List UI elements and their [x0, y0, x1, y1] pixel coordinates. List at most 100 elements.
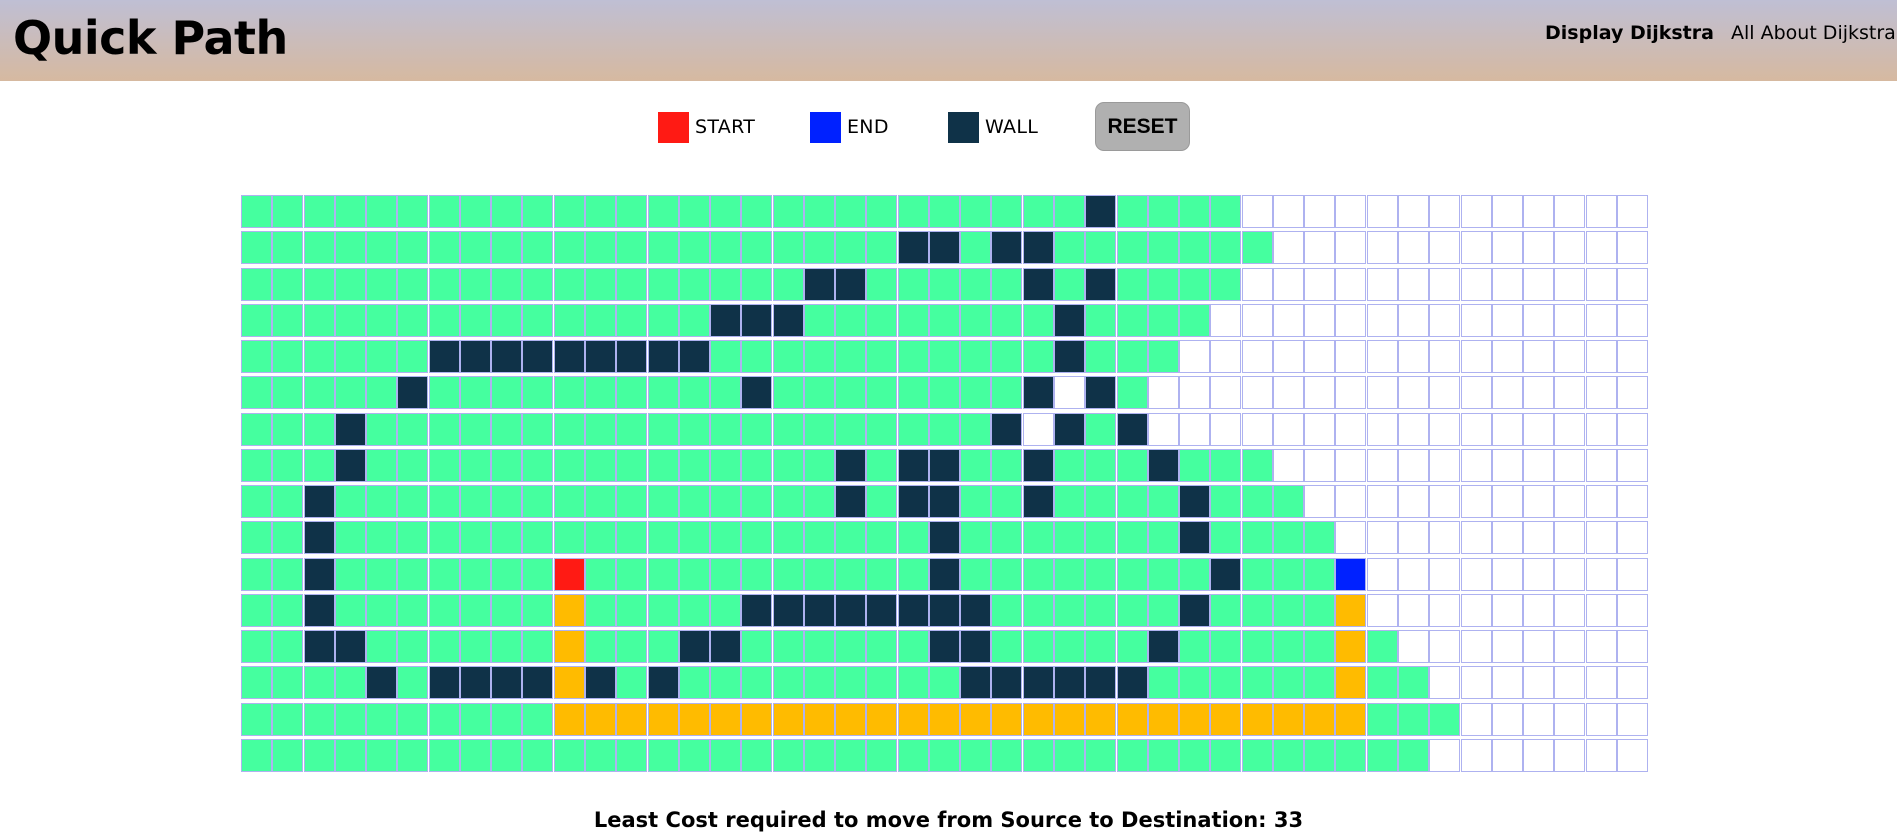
path-cell[interactable] — [1179, 702, 1211, 736]
visited-cell[interactable] — [772, 630, 804, 663]
visited-cell[interactable] — [616, 666, 648, 700]
visited-cell[interactable] — [710, 195, 742, 228]
wall-cell[interactable] — [334, 630, 366, 663]
visited-cell[interactable] — [459, 376, 491, 410]
path-cell[interactable] — [741, 702, 773, 736]
grid-cell-unvisited[interactable] — [1523, 702, 1555, 736]
wall-cell[interactable] — [928, 557, 960, 591]
visited-cell[interactable] — [897, 666, 929, 700]
visited-cell[interactable] — [1210, 485, 1242, 518]
wall-cell[interactable] — [1022, 666, 1054, 700]
visited-cell[interactable] — [303, 702, 335, 736]
grid-cell-unvisited[interactable] — [1397, 267, 1429, 301]
grid-cell-unvisited[interactable] — [1554, 303, 1586, 337]
wall-cell[interactable] — [397, 376, 429, 410]
visited-cell[interactable] — [1147, 738, 1179, 772]
visited-cell[interactable] — [241, 630, 272, 663]
visited-cell[interactable] — [772, 412, 804, 446]
visited-cell[interactable] — [366, 738, 398, 772]
grid-cell-unvisited[interactable] — [1460, 412, 1492, 446]
grid-cell-unvisited[interactable] — [1460, 340, 1492, 373]
grid-cell-unvisited[interactable] — [1585, 448, 1617, 482]
grid-cell-unvisited[interactable] — [1272, 231, 1304, 265]
visited-cell[interactable] — [428, 303, 460, 337]
grid-cell-unvisited[interactable] — [1429, 521, 1461, 555]
grid-cell-unvisited[interactable] — [1554, 557, 1586, 591]
visited-cell[interactable] — [491, 630, 523, 663]
visited-cell[interactable] — [366, 231, 398, 265]
wall-cell[interactable] — [303, 593, 335, 627]
visited-cell[interactable] — [1179, 557, 1211, 591]
visited-cell[interactable] — [741, 738, 773, 772]
visited-cell[interactable] — [584, 376, 616, 410]
visited-cell[interactable] — [522, 412, 554, 446]
grid-cell-unvisited[interactable] — [1554, 195, 1586, 228]
visited-cell[interactable] — [459, 412, 491, 446]
visited-cell[interactable] — [303, 666, 335, 700]
visited-cell[interactable] — [647, 195, 679, 228]
visited-cell[interactable] — [1179, 630, 1211, 663]
wall-cell[interactable] — [522, 666, 554, 700]
visited-cell[interactable] — [1116, 231, 1148, 265]
visited-cell[interactable] — [928, 267, 960, 301]
wall-cell[interactable] — [459, 340, 491, 373]
visited-cell[interactable] — [334, 593, 366, 627]
wall-cell[interactable] — [459, 666, 491, 700]
visited-cell[interactable] — [928, 303, 960, 337]
visited-cell[interactable] — [366, 267, 398, 301]
visited-cell[interactable] — [710, 521, 742, 555]
visited-cell[interactable] — [960, 195, 992, 228]
path-cell[interactable] — [960, 702, 992, 736]
wall-cell[interactable] — [772, 303, 804, 337]
wall-cell[interactable] — [553, 340, 585, 373]
grid-cell-unvisited[interactable] — [1554, 340, 1586, 373]
wall-cell[interactable] — [678, 340, 710, 373]
pathfinding-grid[interactable] — [241, 195, 1648, 774]
visited-cell[interactable] — [428, 267, 460, 301]
visited-cell[interactable] — [835, 231, 867, 265]
visited-cell[interactable] — [772, 340, 804, 373]
visited-cell[interactable] — [1304, 666, 1336, 700]
visited-cell[interactable] — [1054, 593, 1086, 627]
grid-cell-unvisited[interactable] — [1491, 267, 1523, 301]
grid-cell-unvisited[interactable] — [1460, 630, 1492, 663]
grid-cell-unvisited[interactable] — [1304, 303, 1336, 337]
visited-cell[interactable] — [459, 448, 491, 482]
grid-cell-unvisited[interactable] — [1585, 738, 1617, 772]
visited-cell[interactable] — [1116, 376, 1148, 410]
visited-cell[interactable] — [1210, 666, 1242, 700]
visited-cell[interactable] — [491, 303, 523, 337]
visited-cell[interactable] — [241, 485, 272, 518]
visited-cell[interactable] — [459, 485, 491, 518]
visited-cell[interactable] — [334, 267, 366, 301]
grid-cell-unvisited[interactable] — [1460, 376, 1492, 410]
visited-cell[interactable] — [647, 557, 679, 591]
grid-cell-unvisited[interactable] — [1491, 521, 1523, 555]
grid-cell-unvisited[interactable] — [1554, 376, 1586, 410]
visited-cell[interactable] — [366, 702, 398, 736]
grid-cell-unvisited[interactable] — [1147, 376, 1179, 410]
visited-cell[interactable] — [616, 376, 648, 410]
visited-cell[interactable] — [1116, 557, 1148, 591]
grid-cell-unvisited[interactable] — [1335, 412, 1367, 446]
visited-cell[interactable] — [1241, 666, 1273, 700]
visited-cell[interactable] — [522, 702, 554, 736]
wall-cell[interactable] — [1085, 267, 1117, 301]
visited-cell[interactable] — [1179, 448, 1211, 482]
wall-cell[interactable] — [1054, 303, 1086, 337]
wall-cell[interactable] — [897, 593, 929, 627]
visited-cell[interactable] — [241, 557, 272, 591]
visited-cell[interactable] — [897, 557, 929, 591]
visited-cell[interactable] — [459, 557, 491, 591]
visited-cell[interactable] — [835, 666, 867, 700]
grid-cell-unvisited[interactable] — [1304, 448, 1336, 482]
grid-cell-unvisited[interactable] — [1491, 412, 1523, 446]
grid-cell-unvisited[interactable] — [1335, 485, 1367, 518]
visited-cell[interactable] — [741, 412, 773, 446]
visited-cell[interactable] — [1085, 303, 1117, 337]
visited-cell[interactable] — [866, 195, 898, 228]
visited-cell[interactable] — [647, 593, 679, 627]
grid-cell-unvisited[interactable] — [1366, 340, 1398, 373]
wall-cell[interactable] — [1147, 630, 1179, 663]
grid-cell-unvisited[interactable] — [1585, 195, 1617, 228]
